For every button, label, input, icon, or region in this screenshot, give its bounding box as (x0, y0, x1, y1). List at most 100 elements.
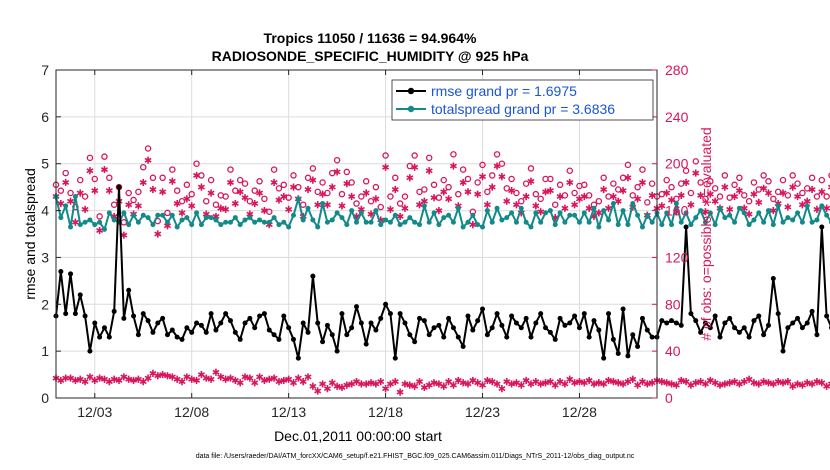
obs-evaluated-point (493, 162, 501, 170)
obs-evaluated-point (745, 210, 753, 218)
totalspread-point (387, 219, 393, 225)
obs-possible-point (697, 179, 704, 186)
obs-bottom-point (493, 380, 501, 388)
totalspread-point (179, 217, 185, 223)
totalspread-point (305, 205, 311, 211)
rmse-point (184, 325, 190, 331)
obs-possible-point (144, 145, 152, 152)
totalspread-point (266, 219, 272, 225)
obs-evaluated-point (81, 205, 89, 213)
totalspread-point (741, 210, 747, 216)
rmse-point (300, 320, 306, 326)
rmse-point (732, 325, 738, 331)
obs-evaluated-point (309, 176, 317, 184)
rmse-point (305, 329, 311, 335)
totalspread-point (184, 215, 190, 221)
totalspread-point (814, 217, 820, 223)
obs-possible-point (353, 200, 360, 207)
obs-possible-point (401, 193, 409, 200)
totalspread-point (504, 215, 510, 221)
rmse-point (513, 320, 519, 326)
totalspread-point (160, 212, 166, 218)
totalspread-point (426, 219, 432, 225)
obs-possible-point (765, 178, 772, 185)
rmse-point (470, 327, 476, 333)
obs-possible-point (750, 179, 758, 186)
totalspread-point (727, 212, 733, 218)
rmse-point (436, 322, 442, 328)
obs-evaluated-point (687, 201, 695, 209)
totalspread-point (174, 224, 180, 230)
obs-possible-point (411, 152, 418, 159)
obs-possible-point (459, 166, 467, 173)
totalspread-point (606, 217, 612, 223)
obs-evaluated-point (571, 201, 579, 209)
totalspread-point (339, 215, 345, 221)
rmse-point (252, 325, 258, 331)
rmse-point (431, 325, 437, 331)
obs-evaluated-point (556, 192, 564, 201)
rmse-point (664, 320, 670, 326)
obs-evaluated-point (382, 163, 390, 171)
obs-possible-point (779, 176, 787, 184)
rmse-point (698, 329, 704, 335)
obs-possible-point (173, 187, 181, 194)
rmse-point (247, 315, 253, 321)
obs-evaluated-point (619, 187, 627, 195)
obs-bottom-point (561, 380, 569, 388)
totalspread-point (732, 219, 738, 225)
rmse-point (82, 313, 88, 319)
rmse-point (780, 348, 786, 354)
obs-evaluated-point (430, 194, 438, 202)
rmse-point (799, 325, 805, 331)
obs-possible-point (484, 188, 491, 196)
totalspread-point (252, 219, 258, 225)
rmse-point (339, 311, 345, 317)
y-tick-label-left: 6 (41, 109, 49, 125)
obs-bottom-point (411, 382, 419, 390)
obs-possible-point (241, 180, 249, 187)
obs-evaluated-point (134, 202, 142, 210)
totalspread-point (431, 210, 437, 216)
totalspread-point (126, 222, 132, 228)
obs-possible-point (610, 180, 617, 187)
totalspread-point (421, 203, 427, 209)
obs-evaluated-point (168, 177, 176, 185)
obs-possible-point (711, 185, 719, 192)
rmse-point (581, 311, 587, 317)
rmse-point (765, 322, 771, 328)
obs-possible-point (304, 174, 312, 182)
totalspread-point (213, 217, 219, 223)
rmse-point (179, 336, 185, 342)
rmse-point (232, 329, 238, 335)
obs-possible-point (212, 201, 220, 208)
obs-possible-point (338, 190, 346, 198)
totalspread-point (581, 210, 587, 216)
obs-evaluated-point (677, 191, 685, 199)
obs-possible-point (639, 166, 646, 173)
obs-evaluated-point (503, 197, 511, 205)
y-tick-label-left: 2 (41, 296, 49, 312)
obs-bottom-point (517, 381, 525, 389)
totalspread-point (164, 219, 170, 225)
obs-evaluated-point (638, 178, 646, 187)
obs-evaluated-point (62, 178, 70, 187)
obs-bottom-point (212, 368, 220, 376)
rmse-point (397, 311, 403, 317)
totalspread-point (72, 194, 78, 200)
obs-evaluated-point (701, 208, 709, 216)
obs-possible-point (125, 189, 132, 197)
rmse-point (489, 325, 495, 331)
obs-evaluated-point (789, 183, 797, 191)
totalspread-point (635, 212, 641, 218)
totalspread-point (121, 210, 127, 216)
totalspread-point (795, 210, 801, 216)
rmse-point (87, 348, 93, 354)
obs-evaluated-point (711, 197, 719, 205)
rmse-point (223, 311, 229, 317)
rmse-point (344, 332, 350, 338)
obs-possible-point (518, 197, 525, 205)
totalspread-point (480, 224, 486, 230)
rmse-point (106, 334, 112, 340)
